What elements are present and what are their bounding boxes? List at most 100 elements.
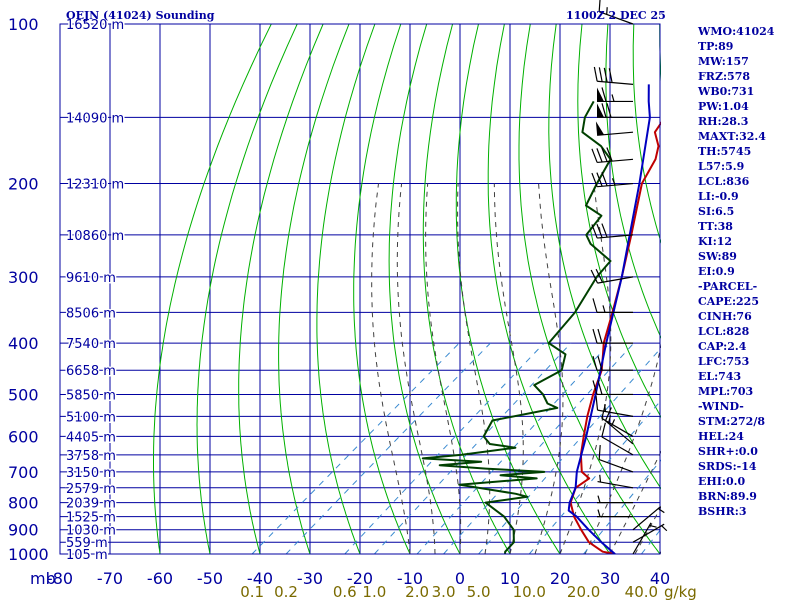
index-item: LFC:753 <box>698 355 750 368</box>
index-item: RH:28.3 <box>698 115 749 128</box>
barb-flag <box>601 171 608 187</box>
dry-adiabat-line <box>316 24 376 554</box>
wind-barb <box>595 395 634 417</box>
pressure-tick-label: 100 <box>8 15 39 34</box>
index-item: EHI:0.0 <box>698 475 746 488</box>
barb-flag <box>608 68 613 83</box>
barb-flag <box>591 172 598 187</box>
moist-adiabat-line <box>457 183 491 554</box>
index-item: FRZ:578 <box>698 70 751 83</box>
wind-barb <box>632 523 668 543</box>
dry-adiabat-line <box>548 24 661 490</box>
pressure-tick-label: 500 <box>8 385 39 404</box>
barb-half-flag <box>602 305 606 313</box>
index-item: TP:89 <box>698 40 734 53</box>
barb-flag <box>601 147 608 162</box>
wind-barb <box>597 495 633 504</box>
wind-barb <box>595 121 634 136</box>
mixing-ratio-line <box>528 399 661 554</box>
wind-barb <box>590 268 634 284</box>
barb-half-flag <box>611 94 615 102</box>
mixing-ratio-label: 40.0 <box>625 583 658 600</box>
wind-barb <box>598 0 634 25</box>
wind-barb <box>591 171 634 188</box>
dry-adiabat-line <box>388 24 461 554</box>
dry-adiabat-line <box>422 24 511 554</box>
wind-barb <box>597 87 633 103</box>
pressure-tick-label: 700 <box>8 463 39 482</box>
barb-flag <box>592 356 598 371</box>
barb-staff <box>597 409 634 417</box>
sounding-time: 1100Z 2 DEC 25 <box>566 9 666 22</box>
dewpoint-profile <box>421 100 612 554</box>
index-item: WB0:731 <box>698 85 755 98</box>
height-label: 3150 m <box>66 466 116 481</box>
mixing-ratio-line <box>374 342 572 554</box>
dry-adiabat-line <box>196 24 298 554</box>
height-label: 559 m <box>66 536 108 551</box>
index-item: -WIND- <box>698 400 744 413</box>
barb-half-flag <box>608 415 612 423</box>
stability-indices-list: WMO:41024 TP:89 MW:157 FRZ:578 WB0:731 PW:1.0… <box>698 24 774 519</box>
pressure-tick-label: 300 <box>8 268 39 287</box>
index-item: STM:272/8 <box>698 415 765 428</box>
barb-flag <box>601 103 607 118</box>
moist-adiabat-line <box>371 183 411 554</box>
temperature-tick-label: -50 <box>197 569 223 588</box>
barb-staff <box>597 234 634 239</box>
temperature-profile <box>569 121 661 554</box>
moist-adiabat-line <box>396 183 436 554</box>
pressure-tick-label: 1000 <box>8 545 49 564</box>
index-item: -PARCEL- <box>698 280 758 293</box>
wind-barb <box>592 380 633 396</box>
height-label: 1525 m <box>66 511 116 526</box>
barb-staff <box>601 417 634 437</box>
moist-adiabat-line <box>559 183 612 554</box>
barb-pennant <box>595 121 605 136</box>
temperature-tick-label: -30 <box>297 569 323 588</box>
barb-flag <box>593 66 598 82</box>
height-label: 6658 m <box>66 364 116 379</box>
index-item: HEL:24 <box>698 430 744 443</box>
barb-flag <box>598 445 601 460</box>
moist-adiabat-line <box>534 183 564 554</box>
barb-pennant <box>597 103 604 118</box>
mixing-ratio-line <box>443 342 635 554</box>
mixing-ratio-line <box>478 347 661 554</box>
temperature-tick-label: -60 <box>147 569 173 588</box>
barb-staff <box>597 276 634 284</box>
moist-adiabat-line <box>425 183 462 554</box>
temperature-tick-label: 10 <box>500 569 520 588</box>
barb-flag <box>597 328 603 344</box>
mixing-ratio-label: 2.0 <box>405 583 429 600</box>
temperature-tick-label: -10 <box>397 569 423 588</box>
barb-pennant <box>597 87 604 102</box>
wind-barb <box>632 522 657 555</box>
barb-staff <box>605 420 634 445</box>
barb-flag <box>606 103 612 118</box>
barb-flag <box>591 148 598 163</box>
index-item: SHR+:0.0 <box>698 445 758 458</box>
barb-staff <box>601 436 634 456</box>
barb-staff <box>597 480 634 489</box>
wind-barb <box>597 509 633 518</box>
barb-flag <box>595 395 599 411</box>
barb-flag <box>590 269 599 284</box>
temperature-tick-label: -40 <box>247 569 273 588</box>
dry-adiabat-line <box>518 24 661 554</box>
pressure-tick-label: 400 <box>8 334 39 353</box>
moist-adiabat-line <box>493 183 524 554</box>
mixing-ratio-label: 1.0 <box>362 583 386 600</box>
dry-adiabat-line <box>632 24 661 244</box>
mixing-ratio-label: 5.0 <box>467 583 491 600</box>
index-item: MAXT:32.4 <box>698 130 766 143</box>
mixing-ratio-label: 10.0 <box>513 583 546 600</box>
height-label: 16520 m <box>66 18 124 33</box>
pressure-tick-label: 800 <box>8 494 39 513</box>
dry-adiabat-line <box>789 24 800 554</box>
index-item: CAPE:225 <box>698 295 759 308</box>
pressure-tick-label: 200 <box>8 175 39 194</box>
dry-adiabat-line <box>153 24 272 554</box>
axis-corner-label: mb <box>30 569 56 588</box>
